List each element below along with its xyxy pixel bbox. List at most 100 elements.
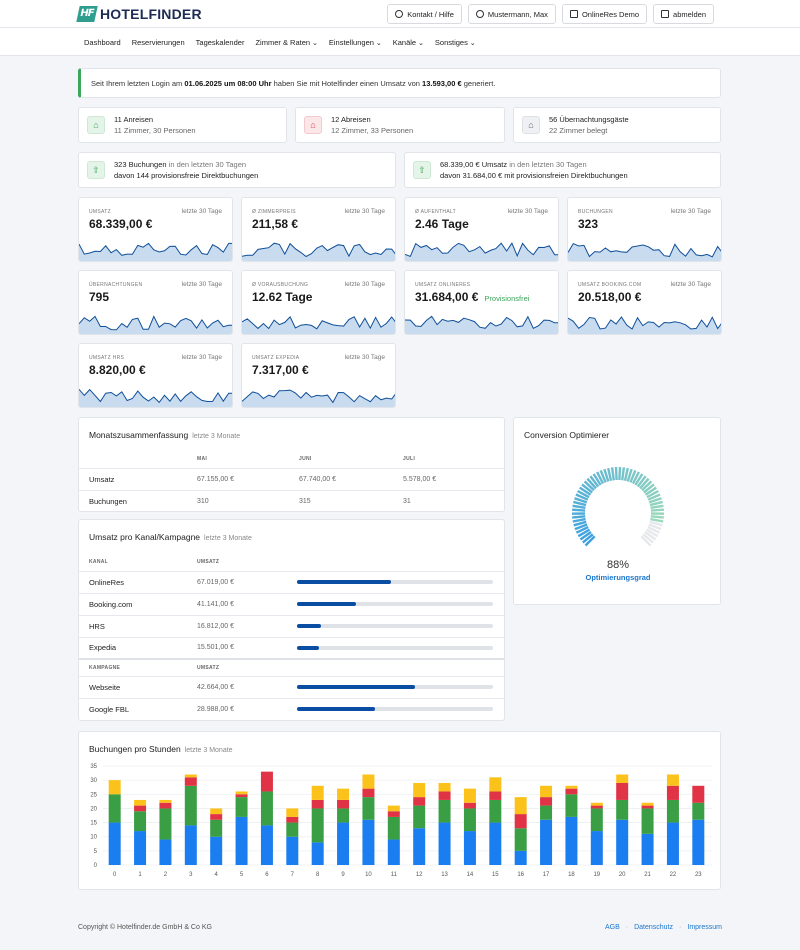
bar-segment [159,808,172,840]
notice-date: 01.06.2025 um 08:00 Uhr [184,79,272,88]
bookings-per-hour-card: Buchungen pro Stunden letzte 3 Monate 0 5 1… [78,731,721,890]
gauge-segment [629,469,637,483]
kpi-period: letzte 30 Tage [181,354,222,361]
gauge-segment [650,508,664,512]
conversion-title: Conversion Optimierer [524,430,610,440]
sparkline-line [568,316,721,330]
nav-reservierungen[interactable]: Reservierungen [131,38,185,47]
x-tick-label: 16 [517,872,524,878]
x-tick-label: 17 [543,872,550,878]
kpi-sparkline [568,316,721,334]
gauge-segment [650,504,664,509]
progress-bar-fill [297,624,321,628]
kpi-value: 211,58 € [252,217,299,231]
x-tick-label: 4 [215,872,219,878]
notice-middle: haben Sie mit Hotelfinder einen Umsatz v… [271,79,423,88]
x-tick-label: 14 [467,872,474,878]
monthly-sub: letzte 3 Monate [192,433,241,440]
bar-segment [260,771,273,792]
sparkline-area [242,390,395,407]
bar-segment [438,782,451,792]
campaign-col-kampagne: Kampagne [79,658,187,676]
footer-link-impressum[interactable]: Impressum [687,924,722,931]
kpi-card: Umsatz HRS letzte 30 Tage 8.820,00 € [78,343,233,408]
logo[interactable]: HOTELFINDER [76,6,202,22]
conversion-card: Conversion Optimierer 88% Optimierungsgr… [513,417,721,605]
x-tick-label: 19 [593,872,600,878]
gauge-segment [581,483,593,494]
kpi-value: 20.518,00 € [578,290,642,304]
row-label: Expedia [79,636,187,659]
bar-segment [514,797,527,815]
table-row: Booking.com 41.141,00 € [79,592,504,615]
x-tick-label: 22 [670,872,677,878]
kpi-value: 68.339,00 € [89,217,153,231]
logout-icon [661,10,670,18]
kpi-period: letzte 30 Tage [344,281,385,288]
kpi-label: Buchungen [578,209,613,215]
chart-title: Buchungen pro Stunden [89,744,181,754]
progress-bar-fill [297,707,376,712]
y-tick-label: 0 [94,863,98,869]
guests-title: 56 Übernachtungsgäste [549,115,629,124]
footer-link-datenschutz[interactable]: Datenschutz [634,924,674,931]
property-button[interactable]: OnlineRes Demo [561,4,648,24]
sparkline-line [242,316,395,330]
cell-value: 67.019,00 € [187,570,287,593]
kpi-card: Umsatz OnlineRes 31.684,00 € Provisionsfre… [404,270,559,335]
bar-segment [184,777,197,786]
table-row: OnlineRes 67.019,00 € [79,570,504,593]
gauge-segment [586,477,597,490]
bar-segment [616,782,629,800]
cell-value: 5.578,00 € [393,467,504,490]
help-button[interactable]: Kontakt / Hilfe [387,4,462,24]
sparkline-line [405,242,558,258]
x-tick-label: 12 [416,872,423,878]
kpi-card: Ø Vorausbuchung letzte 30 Tage 12.62 Tage [241,270,396,335]
gauge-segment [631,471,640,485]
gauge-segment [592,473,602,486]
row-label: Webseite [79,675,187,698]
progress-bar [297,685,493,689]
arrivals-card[interactable]: ⌂ 11 Anreisen 11 Zimmer, 30 Personen [78,107,287,143]
logout-button[interactable]: abmelden [653,4,714,24]
channels-sub: letzte 3 Monate [204,535,252,542]
kpi-label: Umsatz [89,209,111,215]
property-button-label: OnlineRes Demo [581,9,640,19]
user-button[interactable]: Mustermann, Max [467,4,556,24]
nav-kanaele[interactable]: Kanäle [393,38,424,47]
nav-einstellungen[interactable]: Einstellungen [329,38,382,47]
y-tick-label: 20 [90,806,97,812]
gauge-segment [641,480,653,492]
arrivals-title: 11 Anreisen [114,115,154,124]
bar-segment [286,816,299,823]
bar-segment [590,802,603,806]
x-tick-label: 21 [644,872,651,878]
bar-segment [108,794,121,823]
bar-segment [666,785,679,800]
departures-card[interactable]: ⌂ 12 Abreisen 12 Zimmer, 33 Personen [295,107,505,143]
footer-link-agb[interactable]: AGB [604,924,620,931]
nav-sonstiges[interactable]: Sonstiges [435,38,476,47]
bar-segment [134,799,147,806]
guests-card[interactable]: ⌂ 56 Übernachtungsgäste 22 Zimmer belegt [513,107,721,143]
app-name: HOTELFINDER [100,6,202,22]
cell-value: 310 [187,489,289,512]
header-actions: Kontakt / Hilfe Mustermann, Max OnlineRe… [387,4,714,24]
bar-segment [413,782,426,798]
nav-zimmer-raten[interactable]: Zimmer & Raten [255,38,317,47]
gauge-segment [582,533,594,544]
nav-dashboard[interactable]: Dashboard [84,38,121,47]
sparkline-area [79,243,232,261]
bar-segment [692,819,705,865]
bar-segment [311,842,324,865]
gauge-segment [647,493,661,501]
kpi-sparkline [242,389,395,407]
bar-segment [337,799,350,809]
bar-segment [235,791,248,795]
gauge-segment [645,528,659,538]
channel-revenue-card: Umsatz pro Kanal/Kampagne letzte 3 Monate… [78,519,505,721]
nav-tageskalender[interactable]: Tageskalender [195,38,245,47]
cell-value: 67.155,00 € [187,467,289,490]
